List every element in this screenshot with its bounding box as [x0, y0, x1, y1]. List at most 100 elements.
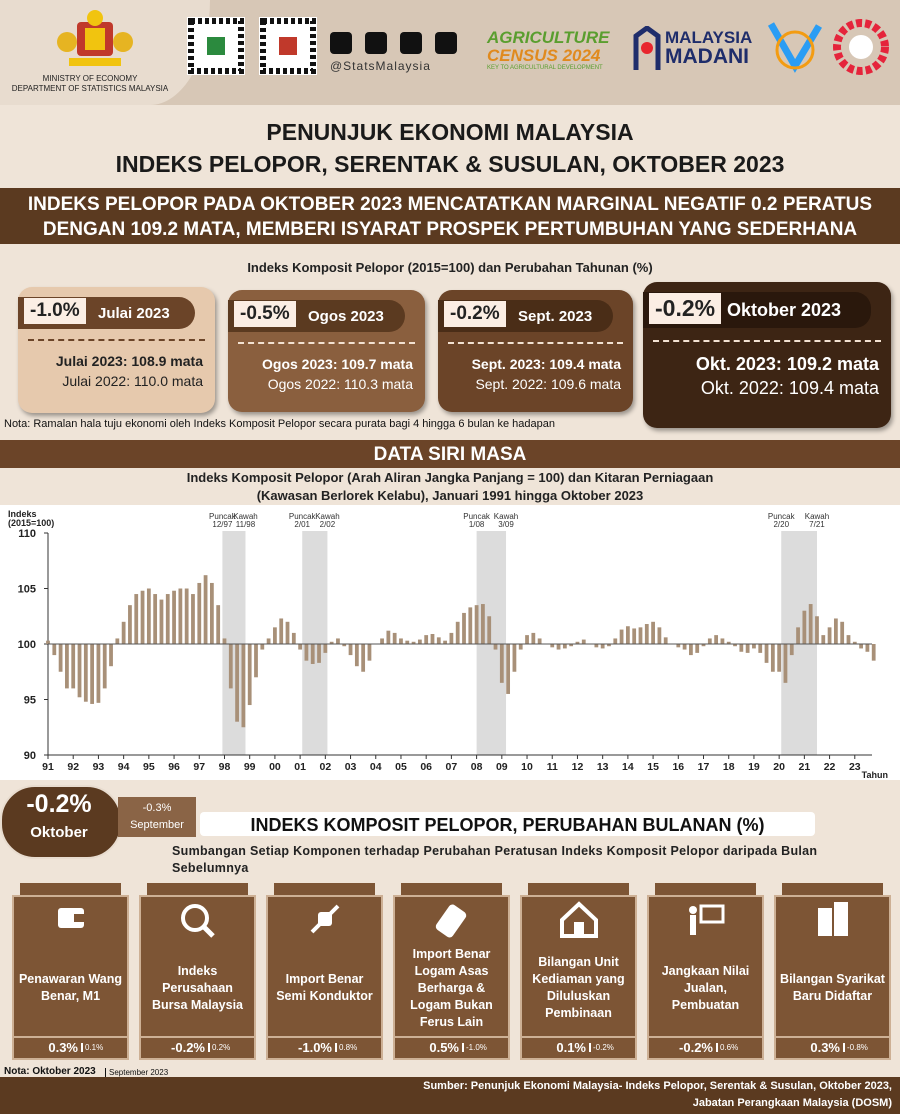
bar: [689, 644, 693, 656]
y-tick-label: 90: [24, 750, 36, 762]
current-month: Oktober: [30, 824, 88, 841]
bar: [657, 627, 662, 644]
bar: [310, 644, 315, 664]
x-tick-label: 13: [597, 761, 609, 773]
footer-line-2: Jabatan Perangkaan Malaysia (DOSM): [692, 1097, 892, 1109]
bar: [291, 632, 296, 644]
card-divider: [653, 340, 881, 342]
component-value-box: [14, 1036, 127, 1060]
x-tick-label: 92: [67, 761, 79, 773]
x-tick-label: 18: [723, 761, 735, 773]
x-tick-label: 11: [547, 761, 558, 773]
bar: [808, 604, 813, 644]
y-axis-label: Indeks: [8, 509, 37, 519]
component-value: 0.1%: [556, 1040, 586, 1055]
bar: [714, 635, 719, 644]
bar: [550, 644, 555, 648]
component-previous: 0.2%: [208, 1043, 230, 1052]
x-tick-label: 15: [647, 761, 659, 773]
bar: [518, 644, 523, 650]
department: DEPARTMENT OF STATISTICS MALAYSIA: [11, 84, 169, 93]
card-current: Okt. 2023: 109.2 mata: [695, 354, 879, 374]
bar: [191, 594, 195, 644]
component-previous: 0.1%: [81, 1043, 103, 1052]
bar: [569, 644, 574, 647]
series-heading: DATA SIRI MASA: [373, 444, 527, 465]
x-tick-label: 21: [799, 761, 811, 773]
component-card: [774, 895, 891, 1060]
bar: [443, 640, 447, 644]
bar: [682, 644, 687, 650]
bar: [83, 644, 88, 702]
x-tick-label: 08: [471, 761, 483, 773]
bar: [392, 632, 397, 644]
social-icons: [330, 32, 457, 54]
x-axis-label: Tahun: [862, 770, 888, 780]
bar: [499, 644, 504, 683]
bar: [65, 644, 69, 689]
bar: [178, 588, 183, 644]
icon: [435, 904, 467, 938]
bar: [581, 639, 586, 644]
y-tick-label: 110: [18, 528, 36, 540]
bar: [71, 644, 76, 689]
x-tick-label: 23: [849, 761, 861, 773]
bar: [285, 621, 290, 644]
component-value-box: [776, 1036, 889, 1060]
bar: [90, 644, 95, 704]
bar: [537, 638, 542, 644]
card-change: -0.2%: [649, 293, 722, 324]
bar: [159, 599, 164, 644]
card-change: -1.0%: [24, 298, 86, 324]
title-line-1: PENUNJUK EKONOMI MALAYSIA: [266, 119, 634, 145]
bar: [821, 635, 826, 644]
bar: [134, 594, 139, 644]
component-label: Indeks Perusahaan Bursa Malaysia: [151, 963, 244, 1012]
bar: [273, 627, 277, 644]
annual-heading: Indeks Komposit Pelopor (2015=100) dan P…: [247, 260, 653, 275]
previous-badge: [118, 797, 196, 837]
bar: [46, 640, 50, 644]
x-tick-label: 97: [193, 761, 205, 773]
bar: [815, 616, 819, 644]
bar: [676, 644, 681, 648]
component-previous: 0.6%: [716, 1043, 738, 1052]
bar: [764, 644, 769, 663]
bar: [449, 632, 454, 644]
cycle-date: 1/08: [469, 520, 485, 529]
component-label: Bilangan Unit Kediaman yang Diluluskan P…: [532, 955, 625, 1020]
bar: [632, 628, 637, 644]
x-tick-label: 10: [521, 761, 533, 773]
component-tab: [528, 883, 629, 895]
title-line-2: INDEKS PELOPOR, SERENTAK & SUSULAN, OKTO…: [115, 151, 785, 177]
component-label: Jangkaan Nilai Jualan, Pembuatan: [661, 963, 750, 1012]
bar: [827, 627, 832, 644]
bar: [228, 644, 233, 689]
bar: [613, 638, 618, 644]
bar: [865, 644, 870, 652]
component-value-box: [395, 1036, 508, 1060]
icon: [181, 904, 215, 938]
x-tick-label: 03: [345, 761, 357, 773]
component-tab: [401, 883, 502, 895]
component-tab: [274, 883, 375, 895]
bar: [417, 639, 422, 644]
footer: [0, 1077, 900, 1114]
bar: [298, 644, 303, 650]
bar: [399, 638, 403, 644]
current-change: -0.2%: [26, 790, 92, 818]
monthly-heading: INDEKS KOMPOSIT PELOPOR, PERUBAHAN BULAN…: [250, 815, 765, 835]
card-change: -0.2%: [444, 301, 506, 327]
card-previous: Ogos 2022: 110.3 mata: [267, 376, 413, 392]
component-value: 0.3%: [48, 1040, 78, 1055]
component-value-box: [268, 1036, 381, 1060]
x-tick-label: 22: [824, 761, 836, 773]
bar: [644, 624, 649, 644]
bar: [575, 641, 580, 644]
bar: [783, 644, 788, 683]
bar: [279, 618, 284, 644]
bar: [115, 638, 120, 644]
bar: [531, 632, 536, 644]
bar: [695, 644, 700, 653]
madani-line-2: MADANI: [665, 45, 749, 68]
